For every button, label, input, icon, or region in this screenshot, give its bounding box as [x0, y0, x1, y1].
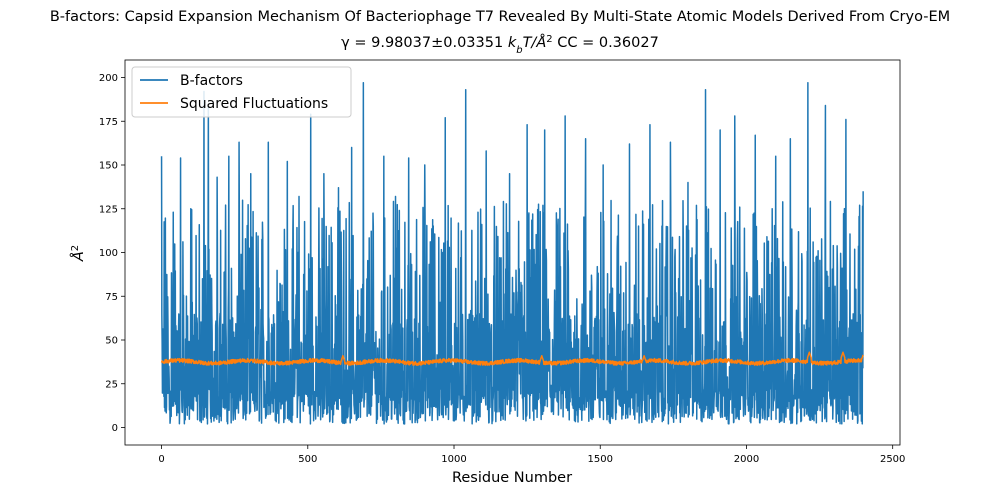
legend-label-squared-fluctuations: Squared Fluctuations — [180, 96, 328, 112]
y-axis-label: Å2 — [70, 245, 88, 262]
subtitle-unit-k: k — [508, 35, 517, 51]
legend-label-b-factors: B-factors — [180, 73, 243, 89]
y-tick-label: 75 — [105, 292, 118, 303]
subtitle-cc: CC = 0.36027 — [553, 35, 659, 51]
x-tick-label: 2000 — [734, 454, 759, 465]
chart-subtitle: γ = 9.98037±0.03351 kbT/Å2 CC = 0.36027 — [341, 34, 659, 56]
y-tick-label: 200 — [99, 73, 118, 84]
legend: B-factors Squared Fluctuations — [131, 66, 352, 118]
x-tick-label: 1000 — [441, 454, 466, 465]
x-axis-label: Residue Number — [452, 470, 572, 486]
y-axis-label-sup: 2 — [70, 245, 81, 251]
x-tick-label: 2500 — [880, 454, 905, 465]
y-tick-label: 25 — [105, 379, 118, 390]
y-tick-label: 175 — [99, 117, 118, 128]
series-line-squared-fluctuations — [160, 351, 864, 366]
x-axis: 0 500 1000 1500 2000 2500 — [158, 445, 905, 465]
y-tick-label: 150 — [99, 161, 118, 172]
x-tick-label: 0 — [158, 454, 164, 465]
legend-box — [131, 66, 352, 118]
subtitle-unit-rest: T/Å — [523, 34, 547, 51]
y-tick-label: 100 — [99, 248, 118, 259]
x-tick-label: 1500 — [588, 454, 613, 465]
y-tick-label: 125 — [99, 204, 118, 215]
subtitle-unit-sup: 2 — [546, 34, 552, 45]
series-line-b-factors — [160, 82, 864, 425]
y-axis: 0 25 50 75 100 125 150 175 200 — [99, 73, 125, 434]
x-tick-label: 500 — [298, 454, 317, 465]
y-axis-label-base: Å — [70, 251, 87, 262]
chart-title: B-factors: Capsid Expansion Mechanism Of… — [50, 9, 950, 25]
subtitle-gamma: γ = 9.98037±0.03351 — [341, 35, 508, 51]
y-tick-label: 50 — [105, 336, 118, 347]
subtitle-unit-b: b — [516, 45, 522, 56]
y-tick-label: 0 — [112, 423, 118, 434]
